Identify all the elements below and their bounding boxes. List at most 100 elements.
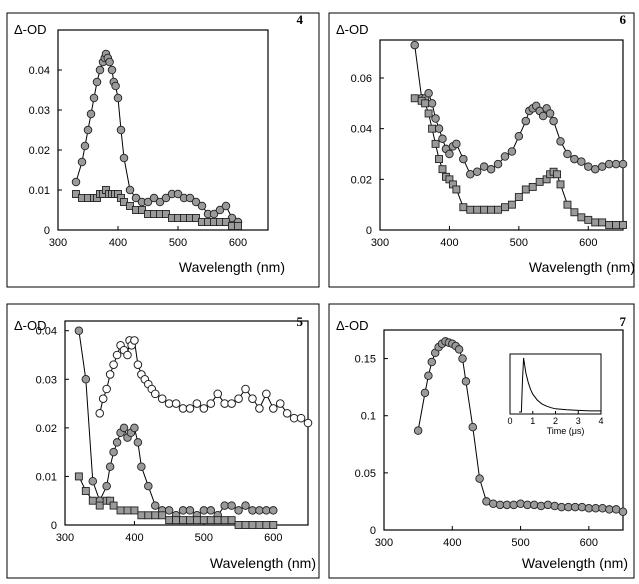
data-point-circle — [221, 201, 231, 211]
data-point-circle — [125, 185, 135, 195]
data-point-circle — [536, 501, 546, 511]
data-point-circle — [493, 159, 503, 169]
y-tick-label: 0 — [44, 225, 50, 237]
data-point-open-circle — [296, 413, 306, 423]
x-tick-label: 600 — [579, 237, 597, 249]
data-point-circle — [227, 501, 236, 510]
data-point-square — [584, 215, 593, 224]
data-point-circle — [472, 167, 482, 176]
data-point-circle — [590, 164, 600, 174]
data-point-square — [598, 218, 607, 227]
series-line — [414, 97, 623, 226]
data-point-circle — [269, 506, 278, 515]
data-point-circle — [489, 499, 498, 508]
data-point-circle — [92, 77, 102, 87]
data-point-square — [507, 200, 516, 209]
data-point-circle — [529, 500, 539, 510]
data-point-circle — [424, 88, 433, 98]
data-point-circle — [173, 189, 183, 199]
data-point-circle — [597, 162, 607, 171]
data-point-square — [234, 222, 242, 230]
data-point-square — [81, 487, 90, 495]
data-point-circle — [563, 149, 572, 159]
data-point-square — [494, 205, 502, 214]
data-point-circle — [83, 125, 93, 135]
data-point-square — [424, 109, 433, 118]
data-point-circle — [438, 134, 447, 144]
data-point-circle — [486, 164, 496, 174]
data-point-square — [151, 511, 160, 520]
x-tick-label: 300 — [56, 532, 74, 544]
data-point-circle — [185, 506, 195, 515]
data-point-open-circle — [150, 389, 160, 399]
chart-panel-5: 300 400 500 600 0 0.01 0.02 0.03 0.04Δ-OD Wavelen… — [6, 303, 320, 579]
data-point-circle — [86, 109, 96, 119]
data-point-circle — [81, 375, 91, 384]
data-point-square — [521, 185, 530, 194]
data-point-circle — [570, 154, 579, 164]
data-point-circle — [475, 474, 484, 483]
data-point-open-circle — [255, 404, 264, 413]
y-tick-label: 0.01 — [29, 185, 50, 197]
y-axis-label: Δ-OD — [336, 318, 369, 333]
data-point-circle — [549, 116, 558, 126]
y-tick-label: 0.01 — [36, 471, 57, 483]
data-point-open-circle — [185, 404, 195, 413]
data-point-square — [528, 182, 537, 191]
data-point-circle — [89, 93, 99, 103]
data-point-square — [179, 516, 187, 525]
data-point-square — [234, 521, 243, 529]
data-point-circle — [199, 506, 209, 515]
data-point-circle — [550, 501, 559, 511]
inset-plot: 0 1 2 3 4 Time (μs) — [507, 353, 604, 436]
data-point-square — [501, 203, 509, 212]
data-point-square — [435, 155, 443, 164]
data-point-square — [74, 472, 83, 481]
data-point-circle — [262, 506, 271, 515]
data-point-open-circle — [241, 384, 250, 394]
data-point-circle — [577, 502, 587, 512]
data-point-square — [158, 511, 167, 520]
data-point-circle — [130, 423, 139, 433]
y-tick-label: 0.05 — [355, 468, 376, 480]
data-point-circle — [618, 159, 628, 169]
data-point-circle — [413, 426, 423, 435]
data-point-square — [192, 516, 201, 525]
data-point-circle — [109, 447, 118, 457]
inset-x-axis-label: Time (μs) — [547, 426, 585, 436]
y-tick-label: 0 — [51, 520, 57, 532]
data-point-circle — [598, 504, 607, 513]
data-point-circle — [543, 500, 553, 510]
series-square-gray — [410, 94, 627, 229]
data-point-circle — [445, 149, 454, 159]
data-point-square — [262, 521, 271, 529]
data-point-open-circle — [303, 418, 313, 428]
inset-frame — [509, 353, 602, 415]
data-point-square — [72, 190, 80, 198]
chart-panel-6: 300 400 500 600 0 0.02 0.04 0.06 Δ-OD Wavelength … — [328, 12, 635, 288]
data-point-circle — [149, 193, 159, 203]
inset-x-tick-label: 4 — [598, 416, 603, 426]
data-point-circle — [431, 114, 440, 123]
data-point-circle — [427, 357, 437, 367]
data-point-circle — [111, 81, 120, 91]
y-tick-label: 0.06 — [351, 73, 372, 85]
y-tick-label: 0 — [370, 525, 376, 537]
data-point-square — [227, 516, 236, 525]
data-point-open-circle — [98, 394, 108, 404]
data-point-circle — [164, 506, 174, 515]
data-point-circle — [545, 109, 555, 118]
data-point-open-circle — [133, 360, 143, 370]
data-point-circle — [459, 154, 468, 164]
panel-frame — [328, 12, 635, 288]
x-tick-label: 400 — [125, 532, 143, 544]
data-point-circle — [241, 501, 250, 510]
data-point-circle — [178, 506, 188, 515]
data-point-open-circle — [123, 350, 132, 360]
data-point-square — [220, 516, 229, 525]
data-point-circle — [420, 388, 430, 398]
data-point-circle — [185, 193, 195, 203]
data-point-circle — [133, 438, 143, 447]
data-point-square — [535, 177, 544, 186]
data-point-square — [487, 205, 496, 214]
